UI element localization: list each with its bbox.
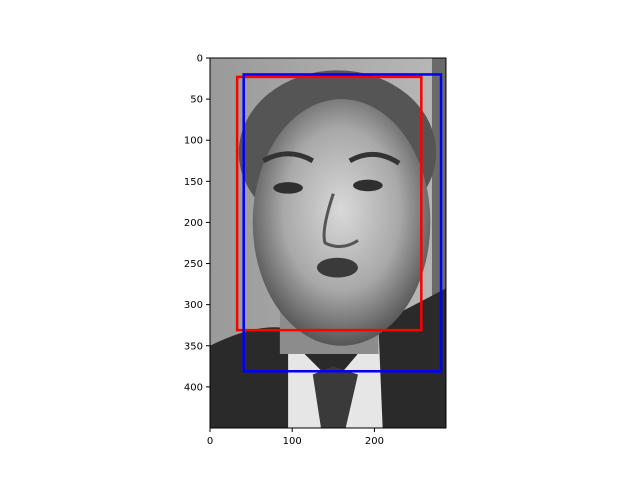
image-mouth	[316, 257, 358, 278]
y-tick-label: 300	[184, 300, 203, 311]
y-tick-label: 400	[184, 382, 203, 393]
face-image	[210, 58, 446, 428]
image-nose	[322, 193, 359, 249]
x-tick-label: 200	[365, 436, 384, 447]
image-left-eye	[273, 182, 303, 194]
image-tie	[312, 366, 358, 428]
y-tick-label: 350	[184, 341, 203, 352]
y-axis-ticks: 0 50 100 150 200 250 300 350 400	[184, 54, 210, 393]
x-tick-label: 0	[207, 436, 213, 447]
image-left-eyebrow	[262, 151, 315, 163]
image-right-eye	[353, 179, 383, 192]
axes-frame	[209, 57, 447, 429]
image-face	[252, 99, 431, 346]
bounding-box-1	[242, 73, 443, 373]
x-tick-label: 100	[283, 436, 302, 447]
y-tick-label: 200	[184, 218, 203, 229]
x-axis-ticks: 0 100 200	[207, 427, 384, 447]
y-tick-label: 0	[197, 54, 203, 65]
image-right-eyebrow	[348, 151, 401, 166]
bounding-boxes	[235, 73, 443, 373]
y-tick-label: 150	[184, 177, 203, 188]
bounding-box-0	[235, 75, 423, 332]
y-tick-label: 100	[184, 136, 203, 147]
y-tick-label: 250	[184, 259, 203, 270]
y-tick-label: 50	[190, 95, 203, 106]
